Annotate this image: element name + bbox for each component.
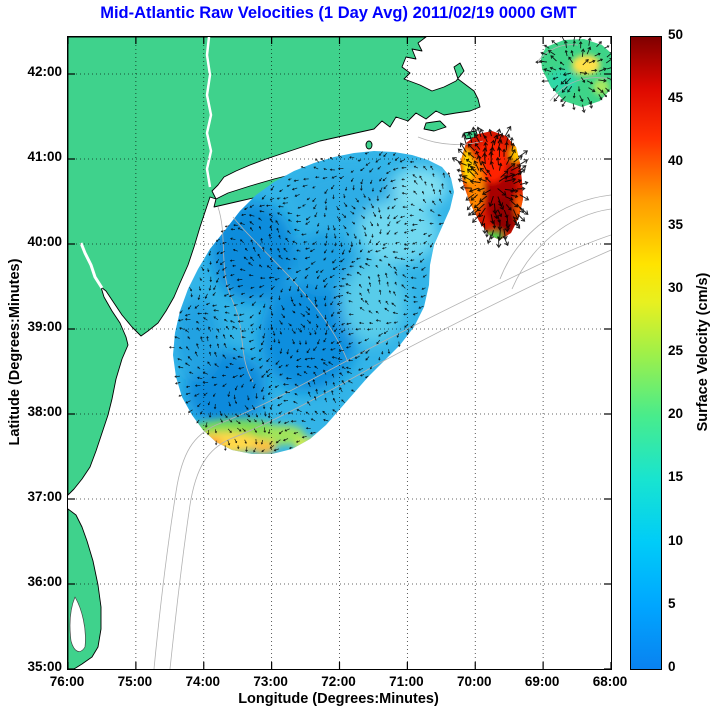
axis-tick-marks	[68, 37, 611, 669]
block-island	[365, 140, 373, 150]
y-tick-label: 40:00	[27, 234, 62, 249]
y-tick-label: 41:00	[27, 149, 62, 164]
x-tick-label: 70:00	[456, 674, 492, 689]
colorbar-tick-label: 25	[668, 343, 684, 358]
pamlico-sound	[69, 596, 86, 652]
x-tick-label: 74:00	[185, 674, 221, 689]
colorbar-tick-label: 40	[668, 153, 684, 169]
x-tick-label: 71:00	[389, 674, 424, 689]
hudson-river	[205, 37, 213, 188]
x-tick-label: 75:00	[117, 674, 153, 689]
marthas-vineyard-island	[423, 120, 447, 132]
delaware-river	[79, 242, 104, 289]
x-tick-label: 72:00	[321, 674, 356, 689]
vector-arrow-set	[168, 151, 452, 453]
x-tick-label: 76:00	[49, 674, 85, 689]
colorbar-tick-label: 10	[668, 532, 684, 548]
bathymetry-contours	[153, 44, 611, 669]
colorbar-label: Surface Velocity (cm/s)	[695, 272, 711, 432]
colorbar-tick-label: 15	[668, 469, 684, 485]
colorbar-tick-label: 0	[668, 659, 676, 674]
y-tick-label: 37:00	[27, 489, 62, 504]
chart-title: Mid-Atlantic Raw Velocities (1 Day Avg) …	[100, 4, 577, 22]
colorbar-tick-label: 35	[668, 216, 684, 232]
x-tick-label: 68:00	[592, 674, 628, 689]
x-axis-label: Longitude (Degrees:Minutes)	[238, 691, 439, 707]
graticule-gridlines	[68, 37, 611, 669]
map-canvas	[68, 37, 611, 669]
mainland-coast	[68, 37, 481, 496]
x-tick-label: 73:00	[253, 674, 288, 689]
y-tick-label: 39:00	[27, 319, 62, 334]
y-tick-label: 42:00	[27, 64, 62, 79]
y-tick-label: 38:00	[27, 404, 62, 419]
vector-arrow-set	[451, 125, 530, 249]
colorbar	[630, 36, 662, 670]
vector-arrow-set	[535, 37, 611, 114]
y-axis-label: Latitude (Degrees:Minutes)	[7, 258, 23, 446]
colorbar-tick-label: 5	[668, 595, 676, 611]
y-tick-label: 36:00	[27, 574, 62, 589]
map-plot-area	[67, 36, 612, 670]
colorbar-tick-label: 20	[668, 406, 684, 422]
colorbar-tick-label: 45	[668, 90, 684, 106]
colorbar-tick-label: 50	[668, 27, 684, 42]
x-tick-label: 69:00	[524, 674, 560, 689]
y-tick-label: 35:00	[27, 659, 62, 674]
current-vector-arrows	[168, 37, 611, 453]
colorbar-tick-label: 30	[668, 279, 684, 295]
